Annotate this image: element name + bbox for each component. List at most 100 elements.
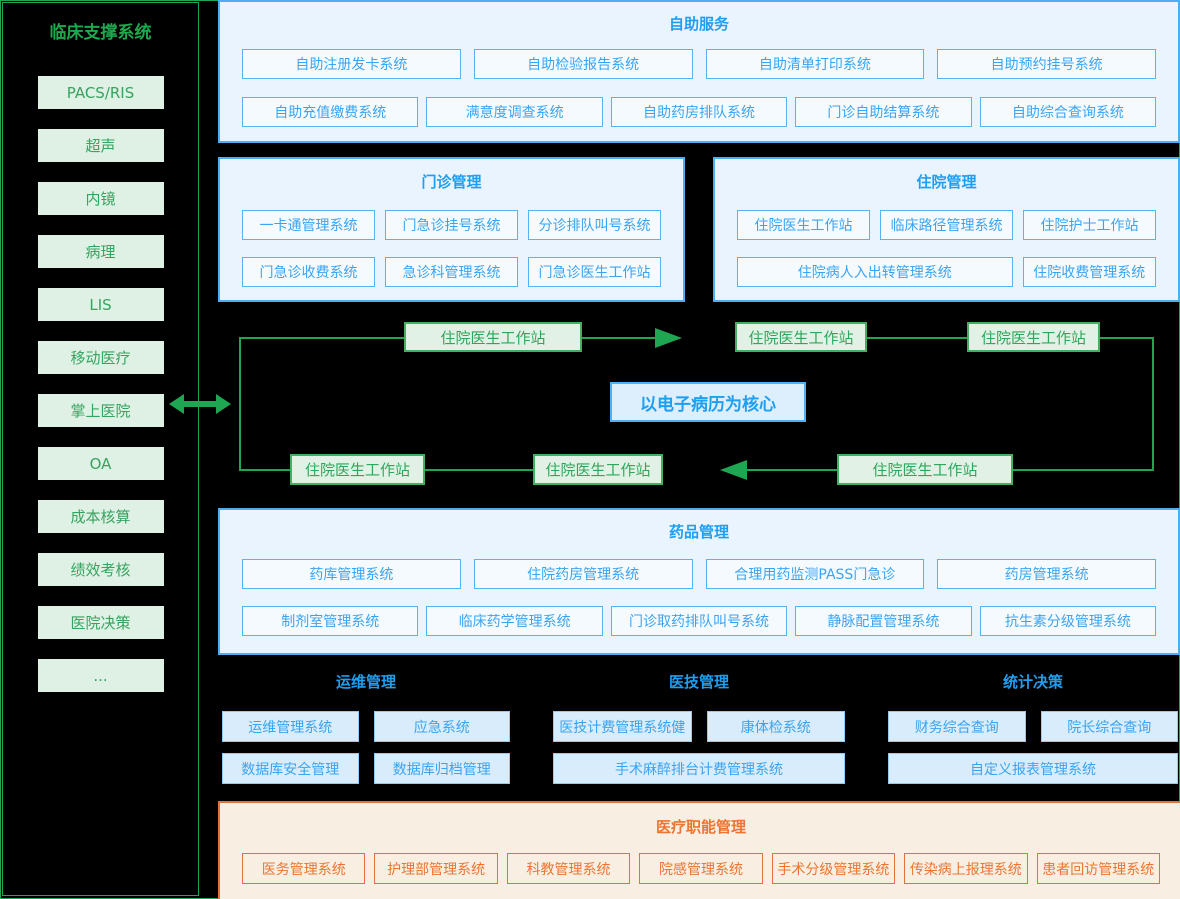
panel-inpatient: 住院管理 住院医生工作站 临床路径管理系统 住院护士工作站 住院病人入出转管理系… <box>713 157 1180 302</box>
system-button-er-registration[interactable]: 门急诊挂号系统 <box>385 210 518 240</box>
system-button-satisfaction-survey[interactable]: 满意度调查系统 <box>426 97 603 127</box>
system-button-pharmacy-mgmt[interactable]: 药房管理系统 <box>937 559 1156 589</box>
sidebar-title: 临床支撑系统 <box>49 23 152 43</box>
self-service-row-2: 自助充值缴费系统 满意度调查系统 自助药房排队系统 门诊自助结算系统 自助综合查… <box>220 97 1178 127</box>
system-button-dispensing-queue[interactable]: 门诊取药排队叫号系统 <box>610 606 788 636</box>
system-button-self-recharge[interactable]: 自助充值缴费系统 <box>242 97 419 127</box>
system-button-ops-mgmt[interactable]: 运维管理系统 <box>222 711 359 742</box>
group-medtech: 医技管理 医技计费管理系统健 康体检系统 手术麻醉排台计费管理系统 <box>553 672 845 784</box>
system-button-clinical-pathway[interactable]: 临床路径管理系统 <box>880 210 1013 240</box>
system-button-drug-warehouse[interactable]: 药库管理系统 <box>242 559 461 589</box>
connector-line-top-left <box>239 337 404 339</box>
sidebar-item-list: PACS/RIS 超声 内镜 病理 LIS 移动医疗 掌上医院 OA 成本核算 … <box>3 76 198 692</box>
medtech-row-1: 医技计费管理系统健 康体检系统 <box>553 711 845 742</box>
system-button-outpatient-self-settlement[interactable]: 门诊自助结算系统 <box>795 97 972 127</box>
sidebar-item-oa[interactable]: OA <box>37 447 164 480</box>
inpatient-row-2: 住院病人入出转管理系统 住院收费管理系统 <box>715 257 1178 287</box>
connector-line-bottom-right <box>1013 469 1154 471</box>
sidebar-item-hospital-decision[interactable]: 医院决策 <box>37 606 164 639</box>
connector-line-left-vertical <box>239 337 241 471</box>
sidebar-item-mobile-hospital[interactable]: 掌上医院 <box>37 394 164 427</box>
system-button-antibiotic-grading[interactable]: 抗生素分级管理系统 <box>979 606 1157 636</box>
system-button-triage-queue[interactable]: 分诊排队叫号系统 <box>528 210 661 240</box>
system-button-patient-followup[interactable]: 患者回访管理系统 <box>1036 853 1160 884</box>
flow-node-inpatient-doctor-workstation[interactable]: 住院医生工作站 <box>290 454 425 485</box>
system-button-self-appointment[interactable]: 自助预约挂号系统 <box>937 49 1156 79</box>
sidebar-item-more[interactable]: ... <box>37 659 164 692</box>
flow-node-inpatient-doctor-workstation[interactable]: 住院医生工作站 <box>837 454 1013 485</box>
group-ops: 运维管理 运维管理系统 应急系统 数据库安全管理 数据库归档管理 <box>222 672 510 784</box>
stats-row-1: 财务综合查询 院长综合查询 <box>888 711 1178 742</box>
arrow-left-head <box>169 394 184 414</box>
arrow-right-head <box>216 394 231 414</box>
sidebar-item-cost-accounting[interactable]: 成本核算 <box>37 500 164 533</box>
system-button-dean-query[interactable]: 院长综合查询 <box>1040 711 1178 742</box>
sidebar-item-performance[interactable]: 绩效考核 <box>37 553 164 586</box>
sidebar-item-mobile-medical[interactable]: 移动医疗 <box>37 341 164 374</box>
connector-line-bottom-mid <box>425 469 533 471</box>
system-button-self-registration[interactable]: 自助注册发卡系统 <box>242 49 461 79</box>
system-button-clinical-pharmacy[interactable]: 临床药学管理系统 <box>426 606 603 636</box>
system-button-inpatient-doctor-ws[interactable]: 住院医生工作站 <box>737 210 870 240</box>
system-button-inpatient-pharmacy[interactable]: 住院药房管理系统 <box>473 559 693 589</box>
system-button-self-pharmacy-queue[interactable]: 自助药房排队系统 <box>610 97 788 127</box>
system-button-self-lab-report[interactable]: 自助检验报告系统 <box>473 49 693 79</box>
system-button-inpatient-charging[interactable]: 住院收费管理系统 <box>1022 257 1156 287</box>
flow-node-inpatient-doctor-workstation[interactable]: 住院医生工作站 <box>967 322 1100 352</box>
outpatient-row-2: 门急诊收费系统 急诊科管理系统 门急诊医生工作站 <box>220 257 683 287</box>
system-button-patient-transfer[interactable]: 住院病人入出转管理系统 <box>737 257 1013 287</box>
ops-row-2: 数据库安全管理 数据库归档管理 <box>222 753 510 784</box>
system-button-pass-monitoring[interactable]: 合理用药监测PASS门急诊 <box>705 559 925 589</box>
system-button-db-security[interactable]: 数据库安全管理 <box>222 753 359 784</box>
sidebar-item-pacs-ris[interactable]: PACS/RIS <box>37 76 164 109</box>
panel-pharmacy-title: 药品管理 <box>668 523 729 541</box>
system-button-custom-report[interactable]: 自定义报表管理系统 <box>888 753 1178 784</box>
system-button-self-comprehensive-query[interactable]: 自助综合查询系统 <box>979 97 1157 127</box>
arrow-right-icon <box>655 328 682 348</box>
flow-node-inpatient-doctor-workstation[interactable]: 住院医生工作站 <box>533 454 663 485</box>
panel-self-service-title: 自助服务 <box>668 15 729 33</box>
system-button-iv-config[interactable]: 静脉配置管理系统 <box>795 606 972 636</box>
system-button-er-charging[interactable]: 门急诊收费系统 <box>242 257 375 287</box>
system-button-medtech-billing[interactable]: 医技计费管理系统健 <box>553 711 692 742</box>
sidebar-item-endoscopy[interactable]: 内镜 <box>37 182 164 215</box>
system-button-db-archive[interactable]: 数据库归档管理 <box>373 753 510 784</box>
panel-self-service: 自助服务 自助注册发卡系统 自助检验报告系统 自助清单打印系统 自助预约挂号系统… <box>218 0 1180 143</box>
system-button-emergency-system[interactable]: 应急系统 <box>373 711 510 742</box>
connector-line-top-right <box>1100 337 1154 339</box>
sidebar-item-pathology[interactable]: 病理 <box>37 235 164 268</box>
panel-medical-admin-title: 医疗职能管理 <box>655 818 746 836</box>
system-button-emergency-dept[interactable]: 急诊科管理系统 <box>385 257 518 287</box>
outpatient-row-1: 一卡通管理系统 门急诊挂号系统 分诊排队叫号系统 <box>220 210 683 240</box>
system-button-education-mgmt[interactable]: 科教管理系统 <box>506 853 631 884</box>
group-stats-title: 统计决策 <box>1002 673 1063 691</box>
pharmacy-row-2: 制剂室管理系统 临床药学管理系统 门诊取药排队叫号系统 静脉配置管理系统 抗生素… <box>220 606 1178 636</box>
system-button-infectious-disease-report[interactable]: 传染病上报理系统 <box>904 853 1028 884</box>
system-button-infection-mgmt[interactable]: 院感管理系统 <box>639 853 763 884</box>
sidebar-item-lis[interactable]: LIS <box>37 288 164 321</box>
system-button-finance-query[interactable]: 财务综合查询 <box>888 711 1026 742</box>
arrow-bar <box>184 401 216 407</box>
group-ops-title: 运维管理 <box>335 673 396 691</box>
system-button-medical-affairs[interactable]: 医务管理系统 <box>242 853 366 884</box>
system-button-self-list-print[interactable]: 自助清单打印系统 <box>705 49 925 79</box>
flow-node-inpatient-doctor-workstation[interactable]: 住院医生工作站 <box>404 322 582 352</box>
pharmacy-row-1: 药库管理系统 住院药房管理系统 合理用药监测PASS门急诊 药房管理系统 <box>220 559 1178 589</box>
stats-row-2: 自定义报表管理系统 <box>888 753 1178 784</box>
system-button-nursing-dept[interactable]: 护理部管理系统 <box>374 853 498 884</box>
system-button-surgery-anesthesia-billing[interactable]: 手术麻醉排台计费管理系统 <box>553 753 845 784</box>
system-button-er-doctor-workstation[interactable]: 门急诊医生工作站 <box>528 257 661 287</box>
sidebar-clinical-support: 临床支撑系统 PACS/RIS 超声 内镜 病理 LIS 移动医疗 掌上医院 O… <box>2 2 199 896</box>
system-button-health-checkup[interactable]: 康体检系统 <box>706 711 845 742</box>
sidebar-item-ultrasound[interactable]: 超声 <box>37 129 164 162</box>
system-button-surgery-grading[interactable]: 手术分级管理系统 <box>771 853 896 884</box>
connector-line-bottom-left <box>239 469 290 471</box>
flow-node-inpatient-doctor-workstation[interactable]: 住院医生工作站 <box>735 322 867 352</box>
system-button-inpatient-nurse-ws[interactable]: 住院护士工作站 <box>1023 210 1156 240</box>
system-button-one-card[interactable]: 一卡通管理系统 <box>242 210 375 240</box>
ops-row-1: 运维管理系统 应急系统 <box>222 711 510 742</box>
system-button-preparation-room[interactable]: 制剂室管理系统 <box>242 606 419 636</box>
connector-line-bottom-arrow <box>747 469 837 471</box>
emr-core-box: 以电子病历为核心 <box>610 382 806 422</box>
